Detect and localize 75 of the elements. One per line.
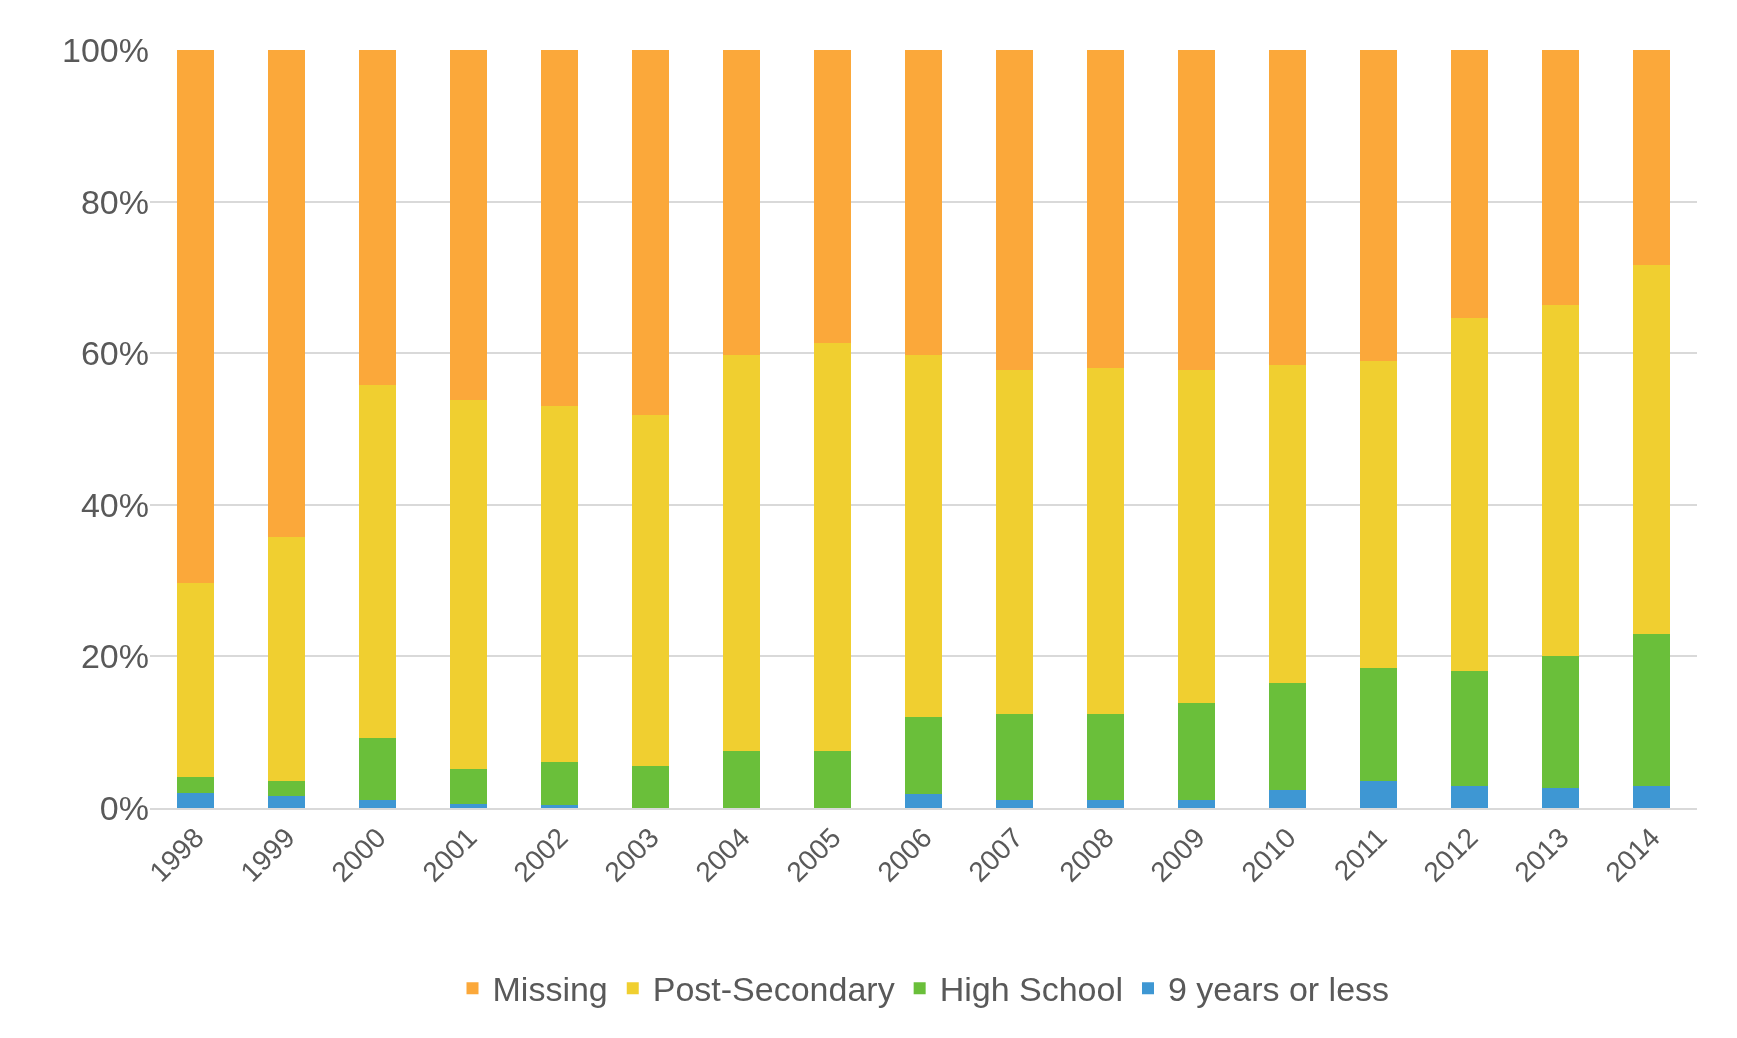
bar bbox=[723, 355, 760, 752]
bar bbox=[177, 582, 214, 777]
bar bbox=[1633, 786, 1670, 808]
bar bbox=[1087, 50, 1124, 368]
bar bbox=[1269, 365, 1306, 683]
bar bbox=[177, 50, 214, 583]
bar bbox=[541, 761, 578, 805]
y-tick-label: 80% bbox=[80, 182, 149, 221]
bar bbox=[996, 799, 1033, 808]
bar bbox=[905, 793, 942, 808]
bar bbox=[632, 50, 669, 415]
bar bbox=[1633, 50, 1670, 266]
bar bbox=[1269, 50, 1306, 366]
bar bbox=[1451, 670, 1488, 787]
bar bbox=[359, 738, 396, 800]
bar bbox=[1360, 50, 1397, 361]
bar bbox=[1087, 799, 1124, 808]
bar bbox=[541, 804, 578, 808]
bar bbox=[1360, 781, 1397, 808]
bar bbox=[1360, 360, 1397, 668]
bar bbox=[1542, 655, 1579, 788]
bar bbox=[1451, 318, 1488, 671]
bar bbox=[450, 50, 487, 401]
legend-label: Post-Secondary bbox=[652, 970, 895, 1009]
bar bbox=[1178, 369, 1215, 704]
bar bbox=[1360, 667, 1397, 782]
bar bbox=[268, 50, 305, 538]
bar bbox=[814, 751, 851, 808]
bar bbox=[1633, 634, 1670, 787]
y-tick-label: 100% bbox=[62, 30, 149, 69]
bar bbox=[814, 342, 851, 752]
bar bbox=[177, 776, 214, 793]
legend-label: 9 years or less bbox=[1168, 970, 1390, 1009]
y-tick-label: 20% bbox=[80, 637, 149, 676]
bar bbox=[905, 355, 942, 718]
bar bbox=[541, 50, 578, 407]
y-tick-label: 40% bbox=[80, 485, 149, 524]
bar bbox=[814, 50, 851, 343]
bar bbox=[996, 714, 1033, 800]
bar bbox=[541, 406, 578, 762]
bar bbox=[996, 50, 1033, 370]
bar bbox=[359, 799, 396, 808]
bar bbox=[632, 414, 669, 767]
bar bbox=[1542, 787, 1579, 808]
bar bbox=[1087, 714, 1124, 800]
y-tick-label: 60% bbox=[80, 334, 149, 373]
legend-label: High School bbox=[939, 970, 1123, 1009]
bar bbox=[1451, 786, 1488, 808]
bar bbox=[359, 385, 396, 739]
bar bbox=[1542, 305, 1579, 656]
bar bbox=[723, 751, 760, 808]
bar bbox=[1633, 265, 1670, 635]
bar bbox=[359, 50, 396, 386]
bar bbox=[268, 537, 305, 781]
bar bbox=[450, 804, 487, 808]
bar bbox=[1178, 50, 1215, 370]
bar bbox=[723, 50, 760, 356]
bar bbox=[905, 717, 942, 794]
y-tick-label: 0% bbox=[99, 788, 149, 827]
bar bbox=[268, 780, 305, 796]
bar bbox=[450, 768, 487, 805]
bar bbox=[450, 400, 487, 769]
bar bbox=[1269, 682, 1306, 790]
bar bbox=[1542, 50, 1579, 306]
bar bbox=[1451, 50, 1488, 319]
bar bbox=[905, 50, 942, 356]
bar bbox=[1087, 367, 1124, 715]
bar bbox=[177, 792, 214, 808]
bar bbox=[632, 766, 669, 808]
bar bbox=[1269, 789, 1306, 808]
bar bbox=[1178, 703, 1215, 800]
bar bbox=[996, 369, 1033, 715]
legend-label: Missing bbox=[492, 970, 608, 1009]
bar bbox=[1178, 799, 1215, 808]
bar bbox=[268, 795, 305, 808]
